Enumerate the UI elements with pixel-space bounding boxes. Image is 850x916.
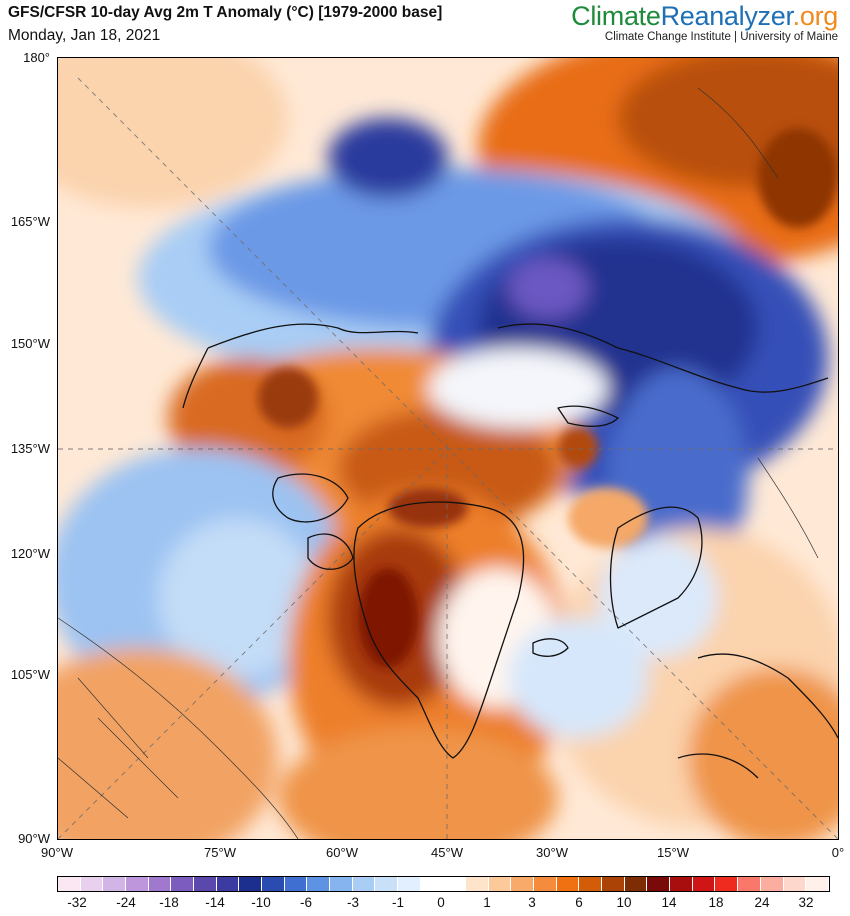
lat-label-165w: 165°W — [10, 214, 50, 229]
coast-greenland — [353, 501, 525, 759]
colorbar-label: -1 — [391, 895, 404, 910]
colorbar-label: 0 — [437, 895, 445, 910]
colorbar-label: 24 — [754, 895, 770, 910]
colorbar-swatch — [398, 877, 421, 891]
lat-label-150w: 150°W — [10, 336, 50, 351]
colorbar-label: 18 — [708, 895, 724, 910]
coast-europe — [677, 653, 838, 779]
lon-label-90w: 90°W — [41, 845, 73, 860]
border-canada-us — [58, 617, 299, 839]
colorbar-label: 32 — [798, 895, 814, 910]
colorbar-swatch — [262, 877, 285, 891]
colorbar-label: -3 — [346, 895, 359, 910]
colorbar-swatch — [330, 877, 353, 891]
colorbar-swatch — [148, 877, 172, 891]
brand-logo[interactable]: ClimateReanalyzer.org — [571, 1, 838, 32]
colorbar-swatch — [194, 877, 217, 891]
coast-scandinavia — [609, 506, 703, 629]
colorbar-swatch — [806, 877, 829, 891]
lat-label-135w: 135°W — [10, 441, 50, 456]
anomaly-map — [58, 58, 838, 839]
colorbar-swatch — [534, 877, 557, 891]
colorbar-swatch — [443, 877, 467, 891]
brand-part-climate: Climate — [571, 1, 661, 31]
colorbar-label: 14 — [661, 895, 677, 910]
date-label: Monday, Jan 18, 2021 — [8, 27, 161, 44]
colorbar-swatch — [284, 877, 308, 891]
coast-svalbard — [557, 405, 619, 427]
colorbar-swatch — [556, 877, 580, 891]
colorbar-swatch — [216, 877, 240, 891]
lon-label-75w: 75°W — [204, 845, 236, 860]
border-us-states — [58, 677, 179, 819]
lat-label-90w: 90°W — [18, 831, 50, 846]
lat-label-105w: 105°W — [10, 667, 50, 682]
colorbar-swatch — [692, 877, 716, 891]
lon-label-60w: 60°W — [326, 845, 358, 860]
colorbar-swatch — [760, 877, 784, 891]
colorbar-label: -18 — [159, 895, 179, 910]
gridline-diag-2 — [58, 448, 449, 839]
coast-alaska — [182, 323, 419, 409]
field-us-warm — [58, 648, 278, 839]
chart-title: GFS/CFSR 10-day Avg 2m T Anomaly (°C) [1… — [8, 4, 443, 21]
brand-subtitle: Climate Change Institute | University of… — [604, 31, 838, 43]
coast-iceland — [532, 638, 569, 657]
colorbar-swatch — [352, 877, 376, 891]
colorbar-swatch — [602, 877, 625, 891]
colorbar-swatch — [647, 877, 671, 891]
colorbar-swatch — [466, 877, 489, 891]
colorbar-swatch — [715, 877, 739, 891]
colorbar-swatch — [624, 877, 648, 891]
colorbar-swatch — [126, 877, 149, 891]
map-panel — [57, 57, 839, 840]
colorbar-label: 3 — [528, 895, 536, 910]
colorbar-label: 6 — [575, 895, 583, 910]
colorbar-swatch — [307, 877, 331, 891]
colorbar-label: 10 — [616, 895, 632, 910]
colorbar-label: -24 — [116, 895, 136, 910]
colorbar-swatch — [783, 877, 807, 891]
coast-canada-islands — [272, 473, 354, 570]
colorbar-label: -6 — [299, 895, 312, 910]
field-topleft-light — [58, 58, 288, 208]
colorbar-swatch — [80, 877, 104, 891]
lon-label-0: 0° — [831, 845, 845, 860]
colorbar-swatch — [103, 877, 127, 891]
lon-label-15w: 15°W — [657, 845, 689, 860]
colorbar-swatch — [171, 877, 195, 891]
lat-label-180: 180° — [23, 50, 50, 65]
colorbar-swatch — [58, 877, 81, 891]
colorbar-swatch — [579, 877, 603, 891]
colorbar-label: -32 — [67, 895, 87, 910]
colorbar-label: 1 — [483, 895, 491, 910]
lat-label-120w: 120°W — [10, 546, 50, 561]
colorbar-swatch — [375, 877, 399, 891]
colorbar-swatch — [239, 877, 263, 891]
brand-part-org: .org — [792, 1, 839, 31]
colorbar-label: -10 — [251, 895, 271, 910]
lon-label-45w: 45°W — [431, 845, 463, 860]
border-russia — [697, 87, 819, 559]
lon-label-30w: 30°W — [536, 845, 568, 860]
brand-part-reanalyzer: Reanalyzer — [660, 1, 793, 31]
colorbar — [57, 876, 830, 892]
colorbar-swatch — [511, 877, 535, 891]
colorbar-swatch — [670, 877, 693, 891]
colorbar-swatch — [488, 877, 512, 891]
coast-siberia — [497, 323, 829, 393]
colorbar-label: -14 — [205, 895, 225, 910]
colorbar-swatch — [738, 877, 761, 891]
colorbar-swatch — [420, 877, 444, 891]
